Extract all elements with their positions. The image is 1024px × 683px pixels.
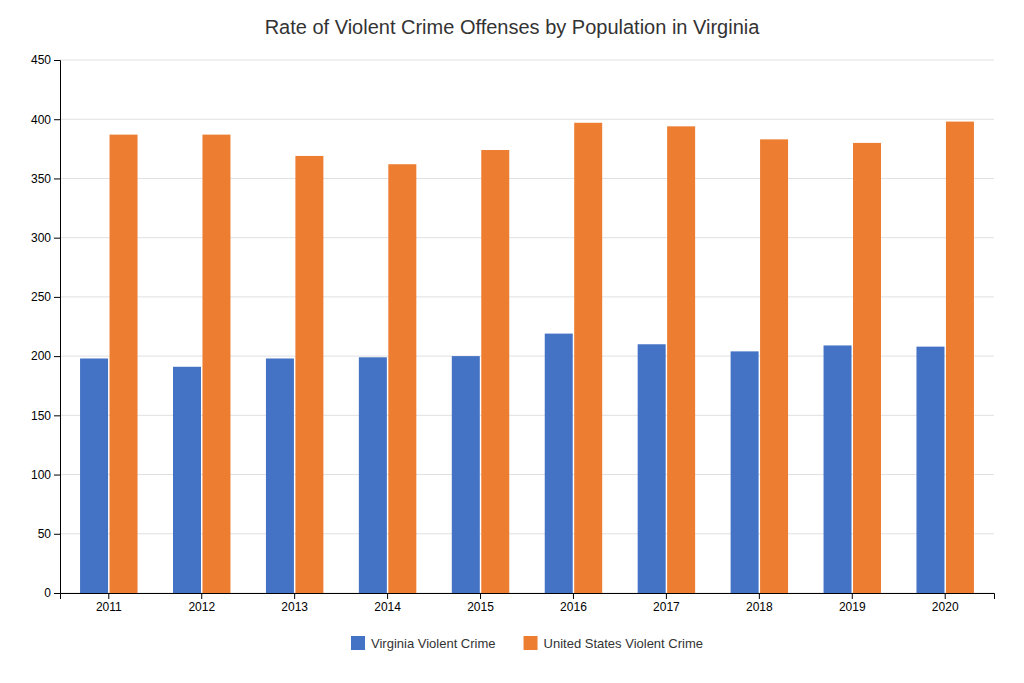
tick-label: 2014 — [374, 600, 401, 614]
tick-mark — [294, 593, 295, 599]
bar — [388, 164, 416, 593]
tick: 2013 — [281, 593, 308, 614]
grid — [60, 60, 994, 593]
tick-mark — [54, 356, 60, 357]
tick-label: 300 — [31, 231, 51, 245]
tick-mark — [108, 593, 109, 599]
tick-label: 2019 — [839, 600, 866, 614]
bar — [916, 347, 944, 593]
tick-label: 2020 — [932, 600, 959, 614]
legend-swatch — [524, 636, 538, 650]
tick-mark — [54, 119, 60, 120]
legend-swatch — [351, 636, 365, 650]
tick: 2020 — [932, 593, 959, 614]
bar — [667, 126, 695, 593]
tick-mark — [54, 297, 60, 298]
bar — [638, 344, 666, 593]
tick: 2011 — [96, 593, 122, 614]
bar — [853, 143, 881, 593]
bar — [731, 351, 759, 593]
tick: 50 — [38, 527, 60, 541]
tick: 250 — [31, 290, 60, 304]
tick-mark — [54, 238, 60, 239]
bar — [110, 135, 138, 593]
tick-label: 150 — [31, 409, 51, 423]
title: Rate of Violent Crime Offenses by Popula… — [265, 16, 761, 38]
bar — [946, 122, 974, 593]
x-axis: 2011 2012 2013 2014 2015 2016 2017 2018 2019 2020 — [61, 593, 995, 614]
bar — [760, 139, 788, 593]
legend-label: Virginia Violent Crime — [371, 636, 496, 651]
bar — [545, 334, 573, 593]
tick: 2019 — [839, 593, 866, 614]
tick-label: 2012 — [188, 600, 215, 614]
bar — [481, 150, 509, 593]
tick-mark — [54, 593, 60, 594]
tick: 150 — [31, 409, 60, 423]
tick-mark — [945, 593, 946, 599]
tick: 0 — [44, 586, 60, 600]
bar — [824, 345, 852, 593]
tick-label: 2017 — [653, 600, 680, 614]
tick-mark — [54, 475, 60, 476]
bar — [452, 356, 480, 593]
tick-mark — [573, 593, 574, 599]
tick: 2015 — [467, 593, 494, 614]
series — [110, 122, 974, 593]
grid-line — [60, 60, 994, 61]
tick-label: 2015 — [467, 600, 494, 614]
legend-label: United States Violent Crime — [544, 636, 703, 651]
plot: 0501001502002503003504004502011201220132… — [31, 53, 995, 613]
tick-label: 50 — [38, 527, 52, 541]
tick-label: 400 — [31, 113, 51, 127]
legend-item: Virginia Violent Crime — [351, 636, 496, 651]
tick-mark — [759, 593, 760, 599]
bar — [359, 357, 387, 593]
tick-label: 100 — [31, 468, 51, 482]
tick-mark — [54, 534, 60, 535]
tick: 400 — [31, 113, 60, 127]
axis-domain — [54, 61, 61, 594]
tick: 2014 — [374, 593, 401, 614]
tick-mark — [54, 415, 60, 416]
axis-domain — [61, 594, 995, 600]
tick-label: 450 — [31, 53, 51, 67]
grid-line — [60, 119, 994, 120]
legend-item: United States Violent Crime — [524, 636, 703, 651]
tick: 2017 — [653, 593, 680, 614]
tick-label: 350 — [31, 172, 51, 186]
tick-label: 250 — [31, 290, 51, 304]
bar — [574, 123, 602, 593]
tick-mark — [480, 593, 481, 599]
tick-label: 2011 — [96, 600, 122, 614]
tick: 2012 — [188, 593, 215, 614]
bar — [202, 135, 230, 593]
tick: 300 — [31, 231, 60, 245]
bar — [173, 367, 201, 593]
chart: 0501001502002503003504004502011201220132… — [0, 0, 1024, 683]
tick-label: 200 — [31, 349, 51, 363]
bar — [266, 358, 294, 593]
tick-label: 2018 — [746, 600, 773, 614]
legend: Virginia Violent Crime United States Viol… — [351, 636, 703, 651]
tick-mark — [387, 593, 388, 599]
tick-mark — [201, 593, 202, 599]
tick: 2018 — [746, 593, 773, 614]
bar — [80, 358, 108, 593]
tick: 200 — [31, 349, 60, 363]
tick: 450 — [31, 53, 60, 67]
tick-label: 0 — [44, 586, 51, 600]
bars — [80, 122, 974, 593]
tick-mark — [54, 178, 60, 179]
tick-mark — [54, 60, 60, 61]
tick: 350 — [31, 172, 60, 186]
tick-label: 2016 — [560, 600, 587, 614]
y-axis: 0 50 100 150 200 250 300 350 400 450 — [31, 53, 61, 600]
tick: 100 — [31, 468, 60, 482]
tick-mark — [666, 593, 667, 599]
tick-mark — [852, 593, 853, 599]
tick: 2016 — [560, 593, 587, 614]
tick-label: 2013 — [281, 600, 308, 614]
bar — [295, 156, 323, 593]
